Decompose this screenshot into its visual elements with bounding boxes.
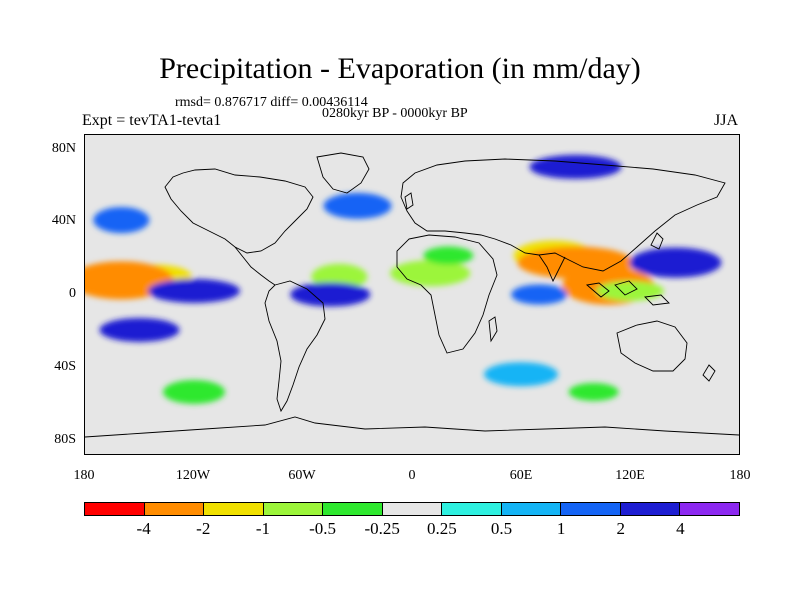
x-tick-label: 0: [408, 468, 416, 483]
coastline-japan: [650, 232, 664, 250]
colorbar-swatch: [144, 503, 205, 515]
colorbar-swatch: [204, 503, 264, 515]
anomaly-region-southern-ocean-dry: [568, 382, 619, 401]
map-plot-area: [84, 134, 740, 455]
x-tick-label: 120E: [615, 468, 645, 483]
colorbar-tick-label: -0.5: [309, 519, 336, 538]
chart-title: Precipitation - Evaporation (in mm/day): [159, 52, 641, 85]
colorbar-tick-label: 2: [616, 519, 625, 538]
y-tick-label: 40S: [54, 359, 76, 374]
y-tick-label: 40N: [51, 213, 76, 228]
y-tick-label: 80N: [51, 141, 76, 156]
colorbar-swatch: [263, 503, 324, 515]
anomaly-region-tropical-indian-ocean-wet: [511, 284, 568, 305]
colorbar-swatch: [501, 503, 562, 515]
colorbar-tick-label: -2: [196, 519, 211, 538]
colorbar-swatch: [561, 503, 621, 515]
anomaly-region-north-pacific-wet: [93, 207, 150, 234]
season-label: JJA: [714, 112, 739, 129]
x-tick-label: 60W: [288, 468, 316, 483]
coastline-australia: [616, 320, 688, 372]
anomaly-region-east-pacific-itcz-wet: [148, 278, 240, 303]
period-annotation: 0280kyr BP - 0000kyr BP: [322, 106, 468, 121]
coastline-greenland: [316, 152, 370, 194]
coastline-uk: [404, 192, 414, 210]
stats-annotation: rmsd= 0.876717 diff= 0.00436114: [175, 95, 368, 110]
coastline-india: [538, 254, 566, 283]
anomaly-region-southern-ocean-band: [484, 362, 558, 387]
colorbar-swatch: [680, 503, 740, 515]
colorbar: [84, 502, 740, 516]
anomaly-region-atlantic-itcz-wet: [290, 282, 371, 307]
colorbar-swatch: [620, 503, 681, 515]
x-tick-label: 180: [729, 468, 751, 483]
coastline-south-america: [264, 280, 326, 413]
coastline-africa: [396, 234, 498, 354]
anomaly-region-west-pacific-wet: [629, 247, 722, 278]
coastline-antarctica: [85, 416, 739, 438]
anomaly-region-southern-ocean-pacific-dry: [163, 379, 225, 404]
y-tick-label: 0: [69, 286, 76, 301]
colorbar-tick-label: -1: [255, 519, 270, 538]
anomaly-region-north-atlantic-wet: [323, 192, 392, 219]
anomaly-region-west-africa-monsoon-dry: [390, 260, 471, 287]
coastline-eurasia: [400, 158, 726, 272]
colorbar-tick-label: 4: [676, 519, 685, 538]
colorbar-swatch: [323, 503, 383, 515]
x-tick-label: 120W: [175, 468, 211, 483]
experiment-label: Expt = tevTA1-tevta1: [82, 112, 222, 129]
coastline-maritime-continent: [585, 280, 670, 306]
x-tick-label: 180: [73, 468, 95, 483]
coastline-north-america: [164, 168, 314, 254]
colorbar-swatch: [442, 503, 502, 515]
colorbar-tick-label: -0.25: [364, 519, 400, 538]
anomaly-region-south-pacific-convergence-wet: [99, 317, 180, 342]
coastline-central-america: [234, 246, 276, 286]
colorbar-tick-label: 0.5: [490, 519, 513, 538]
x-tick-label: 60E: [509, 468, 533, 483]
anomaly-region-maritime-continent-dry: [596, 280, 664, 301]
colorbar-tick-label: 1: [556, 519, 566, 538]
colorbar-swatch: [382, 503, 443, 515]
anomaly-region-sahara-dry: [423, 246, 474, 265]
coastline-madagascar: [488, 316, 498, 343]
colorbar-tick-label: 0.25: [426, 519, 457, 538]
colorbar-tick-label: -4: [136, 519, 151, 538]
colorbar-swatch: [85, 503, 145, 515]
coastline-new-zealand: [702, 364, 716, 382]
anomaly-region-arctic-siberia-wet: [529, 154, 622, 179]
y-tick-label: 80S: [54, 432, 76, 447]
